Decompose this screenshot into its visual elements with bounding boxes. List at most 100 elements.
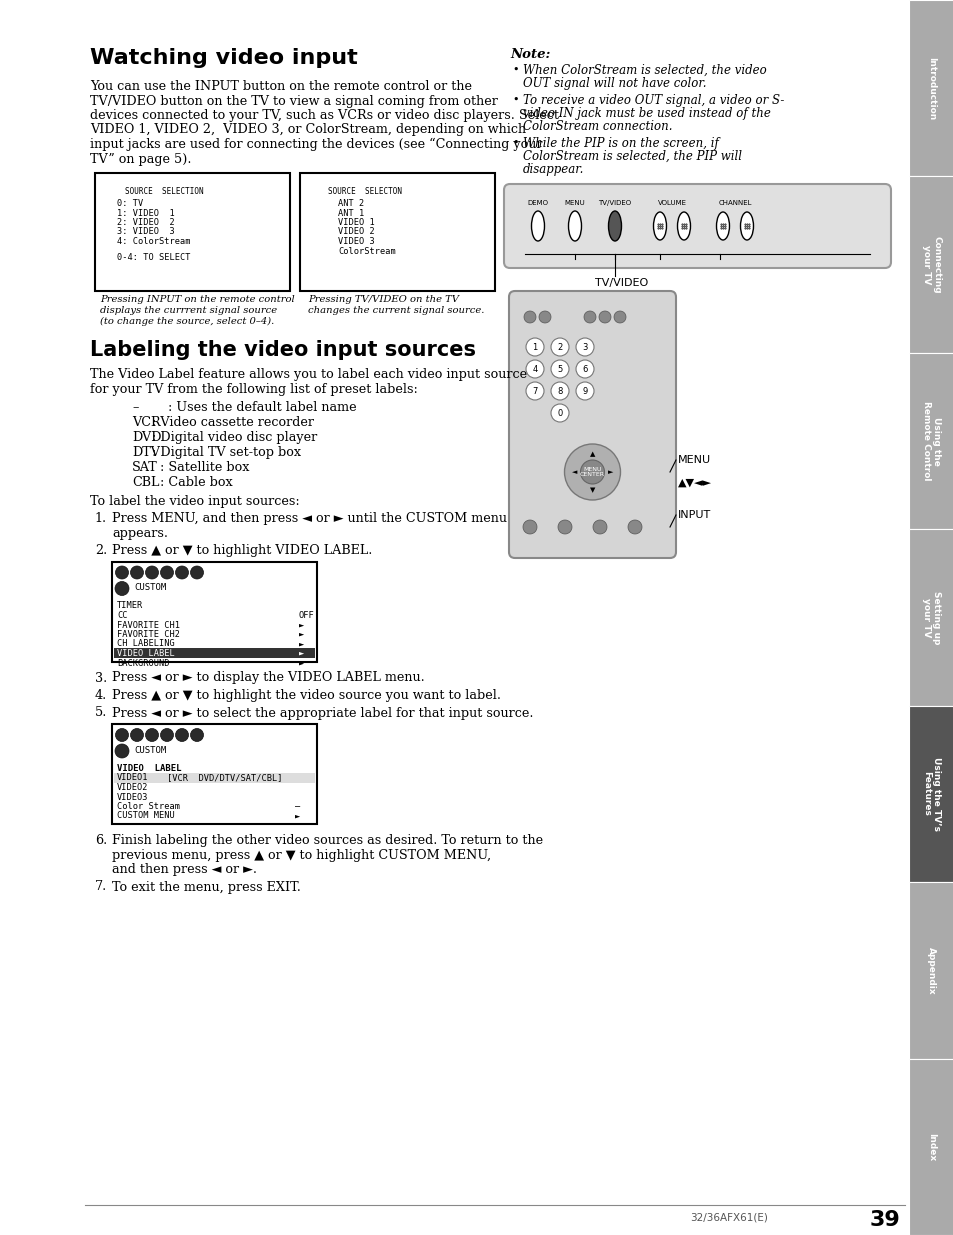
Ellipse shape — [677, 212, 690, 240]
Text: •: • — [512, 95, 518, 105]
Bar — [908, 177, 953, 353]
Text: Press ▲ or ▼ to highlight VIDEO LABEL.: Press ▲ or ▼ to highlight VIDEO LABEL. — [112, 543, 372, 557]
FancyBboxPatch shape — [509, 291, 676, 558]
Circle shape — [576, 359, 594, 378]
Text: Note:: Note: — [510, 48, 550, 61]
Text: VIDEO2: VIDEO2 — [117, 783, 149, 792]
Text: 9: 9 — [581, 387, 587, 395]
Circle shape — [191, 566, 203, 579]
Bar — [908, 705, 953, 882]
Text: Using the TV’s
Features: Using the TV’s Features — [921, 757, 941, 831]
Text: 32/36AFX61(E): 32/36AFX61(E) — [689, 1213, 767, 1223]
Text: VIDEO 2: VIDEO 2 — [337, 227, 375, 236]
Text: —: — — [294, 802, 300, 811]
Text: video IN jack must be used instead of the: video IN jack must be used instead of th… — [522, 107, 770, 120]
Text: MENU
CENTER: MENU CENTER — [579, 467, 604, 478]
Bar — [95, 173, 290, 291]
Text: ►: ► — [298, 650, 304, 658]
Text: ►: ► — [298, 658, 304, 667]
Text: –: – — [132, 401, 138, 414]
Text: 7: 7 — [532, 387, 537, 395]
Text: : Uses the default label name: : Uses the default label name — [148, 401, 356, 414]
Text: Using the
Remote Control: Using the Remote Control — [921, 401, 941, 480]
Text: To receive a video OUT signal, a video or S-: To receive a video OUT signal, a video o… — [522, 94, 783, 107]
Text: displays the currrent signal source: displays the currrent signal source — [100, 306, 276, 315]
Text: TV/VIDEO: TV/VIDEO — [595, 278, 648, 288]
Text: ►: ► — [294, 811, 300, 820]
Text: You can use the INPUT button on the remote control or the: You can use the INPUT button on the remo… — [90, 80, 472, 93]
Circle shape — [583, 311, 596, 324]
Text: ColorStream: ColorStream — [337, 247, 395, 256]
Bar — [908, 1058, 953, 1235]
Text: Appendix: Appendix — [926, 946, 935, 994]
Text: (to change the source, select 0–4).: (to change the source, select 0–4). — [100, 317, 274, 326]
Text: Watching video input: Watching video input — [90, 48, 357, 68]
Bar — [112, 724, 316, 824]
Text: FAVORITE CH1: FAVORITE CH1 — [117, 620, 180, 630]
Text: TV/VIDEO: TV/VIDEO — [598, 200, 631, 206]
Text: SAT: SAT — [132, 461, 157, 474]
Bar — [908, 0, 953, 177]
Bar — [908, 353, 953, 530]
Text: 2.: 2. — [95, 543, 107, 557]
Text: CC: CC — [117, 611, 128, 620]
Text: for your TV from the following list of preset labels:: for your TV from the following list of p… — [90, 383, 417, 395]
Text: [VCR  DVD/DTV/SAT/CBL]: [VCR DVD/DTV/SAT/CBL] — [167, 773, 282, 783]
Text: Connecting
your TV: Connecting your TV — [921, 236, 941, 294]
Text: 1.: 1. — [95, 513, 107, 525]
Circle shape — [115, 743, 129, 758]
Circle shape — [146, 566, 158, 579]
Text: 1: VIDEO  1: 1: VIDEO 1 — [117, 209, 174, 217]
Text: : Satellite box: : Satellite box — [148, 461, 250, 474]
Text: INPUT: INPUT — [678, 510, 711, 520]
Text: : Video cassette recorder: : Video cassette recorder — [148, 416, 314, 429]
Text: VIDEO 1: VIDEO 1 — [337, 219, 375, 227]
Text: 3: 3 — [581, 342, 587, 352]
Circle shape — [627, 520, 641, 534]
Text: VIDEO1: VIDEO1 — [117, 773, 149, 783]
Text: Introduction: Introduction — [926, 57, 935, 120]
Text: appears.: appears. — [112, 526, 168, 540]
Circle shape — [146, 729, 158, 741]
Text: VCR: VCR — [132, 416, 160, 429]
Text: Press MENU, and then press ◄ or ► until the CUSTOM menu: Press MENU, and then press ◄ or ► until … — [112, 513, 506, 525]
Text: ▼: ▼ — [589, 487, 595, 493]
Circle shape — [523, 311, 536, 324]
Circle shape — [175, 729, 189, 741]
Circle shape — [551, 359, 568, 378]
Text: Press ◄ or ► to display the VIDEO LABEL menu.: Press ◄ or ► to display the VIDEO LABEL … — [112, 672, 424, 684]
Text: ColorStream connection.: ColorStream connection. — [522, 120, 672, 133]
Text: : Digital video disc player: : Digital video disc player — [148, 431, 317, 445]
Circle shape — [576, 338, 594, 356]
Ellipse shape — [531, 211, 544, 241]
Text: Index: Index — [926, 1132, 935, 1161]
Text: VIDEO LABEL: VIDEO LABEL — [117, 650, 174, 658]
Circle shape — [160, 729, 173, 741]
Text: VIDEO 1, VIDEO 2,  VIDEO 3, or ColorStream, depending on which: VIDEO 1, VIDEO 2, VIDEO 3, or ColorStrea… — [90, 124, 525, 137]
Text: BACKGROUND: BACKGROUND — [117, 658, 170, 667]
Text: VIDEO 3: VIDEO 3 — [337, 237, 375, 246]
Text: 5.: 5. — [95, 706, 108, 720]
Text: 2: VIDEO  2: 2: VIDEO 2 — [117, 219, 174, 227]
Text: 6.: 6. — [95, 834, 107, 847]
Text: ANT 2: ANT 2 — [337, 199, 364, 207]
Text: : Cable box: : Cable box — [148, 475, 233, 489]
Text: 0: TV: 0: TV — [117, 199, 143, 207]
Text: 7.: 7. — [95, 881, 107, 893]
Text: CH LABELING: CH LABELING — [117, 640, 174, 648]
Circle shape — [160, 566, 173, 579]
Circle shape — [525, 359, 543, 378]
Text: OUT signal will not have color.: OUT signal will not have color. — [522, 77, 706, 90]
Text: MENU: MENU — [678, 454, 710, 466]
Circle shape — [551, 404, 568, 422]
Text: CUSTOM: CUSTOM — [133, 583, 166, 593]
Text: 4: 4 — [532, 364, 537, 373]
Circle shape — [551, 338, 568, 356]
Text: SOURCE  SELECTON: SOURCE SELECTON — [328, 186, 401, 196]
Text: Pressing INPUT on the remote control: Pressing INPUT on the remote control — [100, 295, 294, 304]
Circle shape — [593, 520, 606, 534]
Circle shape — [131, 729, 143, 741]
Text: ►: ► — [298, 630, 304, 638]
Text: : Digital TV set-top box: : Digital TV set-top box — [148, 446, 301, 459]
Circle shape — [115, 729, 129, 741]
